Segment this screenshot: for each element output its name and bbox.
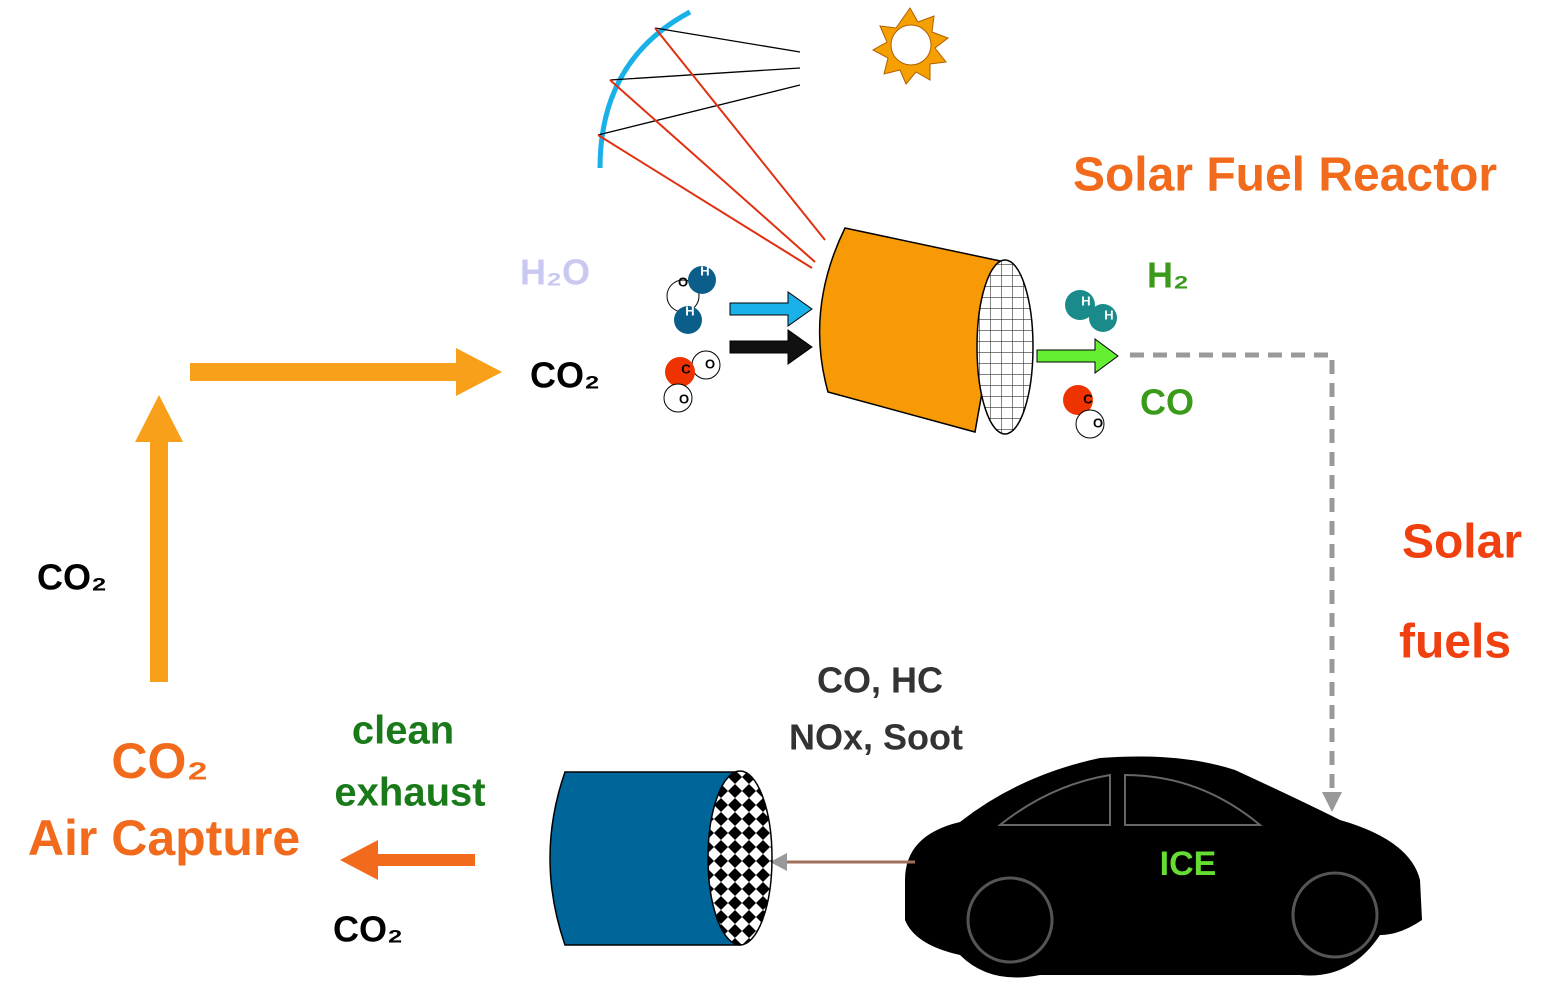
air-capture-label: CO₂ <box>111 733 208 789</box>
water-molecule: O H H <box>666 263 716 334</box>
co-molecule: C O <box>1063 385 1105 439</box>
co-label: CO <box>1140 382 1194 423</box>
catalyst <box>549 770 773 946</box>
engine-label: ICE <box>1160 845 1217 883</box>
atom: C <box>1083 391 1093 406</box>
output-arrow <box>1036 338 1119 374</box>
co2-molecule: O C O <box>663 350 721 413</box>
solar-fuels-label: fuels <box>1399 616 1511 669</box>
atom: O <box>705 356 715 371</box>
atom: O <box>679 391 689 406</box>
atom: H <box>700 263 709 278</box>
reactor <box>818 227 1034 435</box>
fuel-path <box>1130 352 1342 812</box>
input-arrows <box>729 291 813 365</box>
atom: H <box>685 303 694 318</box>
emissions-label: NOx, Soot <box>789 717 963 758</box>
atom: O <box>678 274 688 289</box>
co2-input-label: CO₂ <box>530 355 600 396</box>
capture-arrows <box>135 348 502 682</box>
exhaust-arrow <box>340 840 475 880</box>
exhaust-co2-label: CO₂ <box>333 909 403 950</box>
atom: H <box>1081 293 1090 308</box>
solar-concentrator <box>597 9 826 269</box>
h2-molecule: H H <box>1065 290 1117 332</box>
solar-fuels-label: Solar <box>1402 516 1522 569</box>
clean-exhaust-label: clean <box>352 709 454 753</box>
water-label: H₂O <box>520 252 590 293</box>
emissions-label: CO, HC <box>817 660 943 701</box>
atom: O <box>1093 415 1103 430</box>
atom: C <box>681 361 691 376</box>
air-capture-label: Air Capture <box>28 810 300 866</box>
sun <box>871 7 950 85</box>
captured-co2-label: CO₂ <box>37 557 107 598</box>
title: Solar Fuel Reactor <box>1073 149 1497 202</box>
car <box>905 756 1422 978</box>
h2-label: H₂ <box>1147 255 1189 296</box>
clean-exhaust-label: exhaust <box>334 771 485 815</box>
atom: H <box>1104 307 1113 322</box>
exhaust-pipe-arrow <box>770 853 915 871</box>
